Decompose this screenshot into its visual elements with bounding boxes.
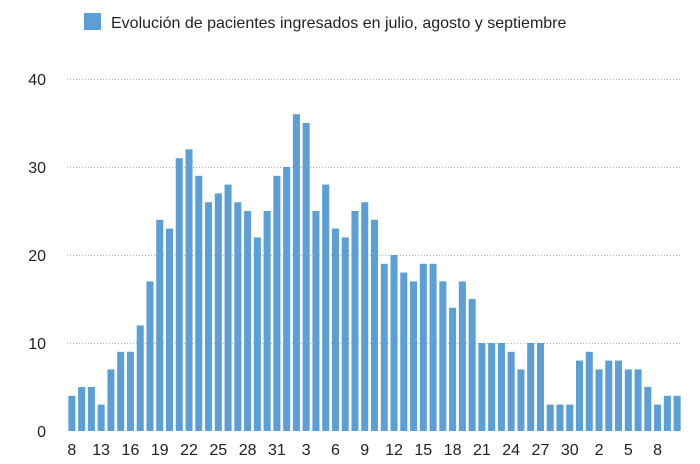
bar: [283, 167, 291, 431]
bar: [253, 237, 261, 431]
y-tick-label: 30: [28, 160, 46, 177]
bar: [175, 158, 183, 431]
bar: [585, 351, 593, 431]
bar: [126, 351, 134, 431]
bar: [351, 211, 359, 431]
bar: [605, 360, 613, 431]
bar: [185, 149, 193, 431]
bar: [410, 281, 418, 431]
bar: [302, 123, 310, 431]
bar: [263, 211, 271, 431]
bar: [156, 219, 164, 431]
bar: [136, 325, 144, 431]
legend-swatch: [84, 13, 101, 30]
y-tick-label: 20: [28, 248, 46, 265]
bar: [566, 404, 574, 431]
x-tick-label: 8: [67, 442, 76, 459]
bar: [380, 263, 388, 431]
bar: [575, 360, 584, 431]
x-tick-label: 22: [180, 442, 198, 459]
bar: [400, 272, 408, 431]
x-tick-label: 2: [595, 442, 604, 459]
x-tick-label: 3: [302, 442, 311, 459]
y-tick-label: 40: [28, 72, 46, 89]
bar: [390, 255, 398, 431]
bar: [527, 343, 535, 431]
bar: [224, 184, 232, 431]
legend-label: Evolución de pacientes ingresados en jul…: [111, 15, 566, 32]
x-axis-tick-labels: 8 13 16 19 22 25 28 31 3 6 9 12 15 18 21 24 27 30 2 5 8: [67, 442, 662, 459]
x-tick-label: 5: [624, 442, 633, 459]
bar: [370, 219, 379, 431]
bar: [205, 202, 213, 431]
y-tick-label: 10: [28, 336, 46, 353]
bar: [556, 404, 564, 431]
bar: [97, 404, 105, 431]
bar: [361, 202, 369, 431]
bar: [419, 263, 427, 431]
bar: [195, 175, 203, 431]
y-axis-tick-labels: 0 10 20 30 40: [28, 72, 46, 441]
bar: [165, 228, 174, 431]
bar: [458, 281, 466, 431]
x-tick-label: 12: [385, 442, 403, 459]
bar: [517, 369, 525, 431]
x-tick-label: 24: [502, 442, 520, 459]
bar: [68, 395, 76, 431]
bar: [87, 387, 95, 431]
legend: Evolución de pacientes ingresados en jul…: [84, 13, 566, 32]
bar: [673, 395, 681, 431]
bar: [507, 351, 515, 431]
bar: [478, 343, 486, 431]
bar: [654, 404, 662, 431]
x-tick-label: 31: [268, 442, 286, 459]
bar: [536, 343, 544, 431]
x-tick-label: 19: [151, 442, 169, 459]
bar: [292, 114, 300, 431]
bar: [107, 369, 115, 431]
bar: [322, 184, 330, 431]
bar: [663, 395, 671, 431]
x-tick-label: 27: [532, 442, 550, 459]
bar: [439, 281, 447, 431]
bar: [624, 369, 632, 431]
x-tick-label: 28: [239, 442, 257, 459]
bar: [146, 281, 154, 431]
x-tick-label: 8: [653, 442, 662, 459]
bar: [429, 263, 437, 431]
bar: [634, 369, 642, 431]
x-tick-label: 30: [561, 442, 579, 459]
bar: [546, 404, 554, 431]
x-tick-label: 18: [444, 442, 462, 459]
y-tick-label: 0: [37, 424, 46, 441]
x-tick-label: 13: [92, 442, 110, 459]
x-tick-label: 15: [414, 442, 432, 459]
bar: [234, 202, 242, 431]
bar: [595, 369, 603, 431]
bar: [78, 387, 86, 431]
x-tick-label: 21: [473, 442, 491, 459]
bar: [497, 343, 505, 431]
bar: [273, 175, 281, 431]
bar: [341, 237, 349, 431]
x-tick-label: 6: [331, 442, 340, 459]
x-tick-label: 9: [360, 442, 369, 459]
bars: [68, 114, 681, 431]
x-tick-label: 25: [209, 442, 227, 459]
bar: [312, 211, 320, 431]
x-tick-label: 16: [122, 442, 140, 459]
bar: [488, 343, 496, 431]
bar: [214, 193, 222, 431]
bar: [331, 228, 339, 431]
bar: [244, 211, 252, 431]
bar: [117, 351, 125, 431]
bar: [468, 299, 476, 431]
bar: [644, 387, 652, 431]
bar: [449, 307, 457, 431]
bar: [615, 360, 623, 431]
